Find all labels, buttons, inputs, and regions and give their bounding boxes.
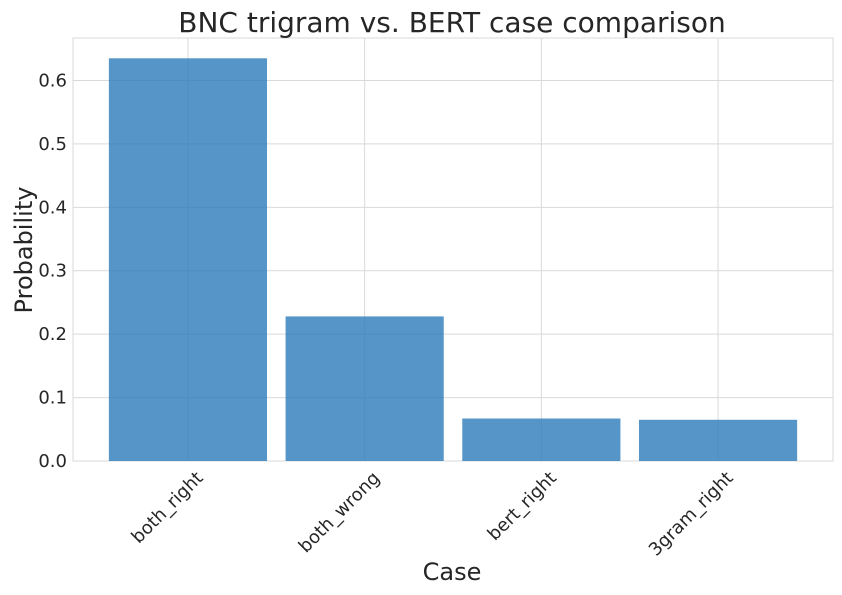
bar-both_wrong (285, 316, 444, 461)
y-tick-label: 0.4 (38, 197, 67, 218)
bar-bert_right (462, 418, 621, 461)
y-tick-label: 0.0 (38, 451, 67, 472)
x-tick-label: both_right (127, 468, 207, 548)
bars-layer (108, 58, 798, 461)
y-tick-labels: 0.0 0.1 0.2 0.3 0.4 0.5 0.6 (38, 70, 67, 472)
bar-3gram_right (638, 419, 798, 461)
x-tick-label: both_wrong (295, 468, 384, 557)
y-tick-label: 0.3 (38, 261, 67, 282)
bar-both_right (108, 58, 268, 461)
y-tick-label: 0.1 (38, 388, 67, 409)
x-axis-label: Case (423, 558, 482, 586)
chart-title: BNC trigram vs. BERT case comparison (178, 6, 726, 39)
x-tick-label: bert_right (484, 468, 561, 545)
y-axis-label: Probability (10, 187, 38, 314)
y-tick-label: 0.6 (38, 70, 67, 91)
x-tick-label: 3gram_right (645, 468, 738, 561)
y-tick-label: 0.5 (38, 134, 67, 155)
y-tick-label: 0.2 (38, 324, 67, 345)
x-tick-labels: both_right both_wrong bert_right 3gram_righ… (127, 468, 737, 561)
plot-frame (72, 37, 834, 462)
